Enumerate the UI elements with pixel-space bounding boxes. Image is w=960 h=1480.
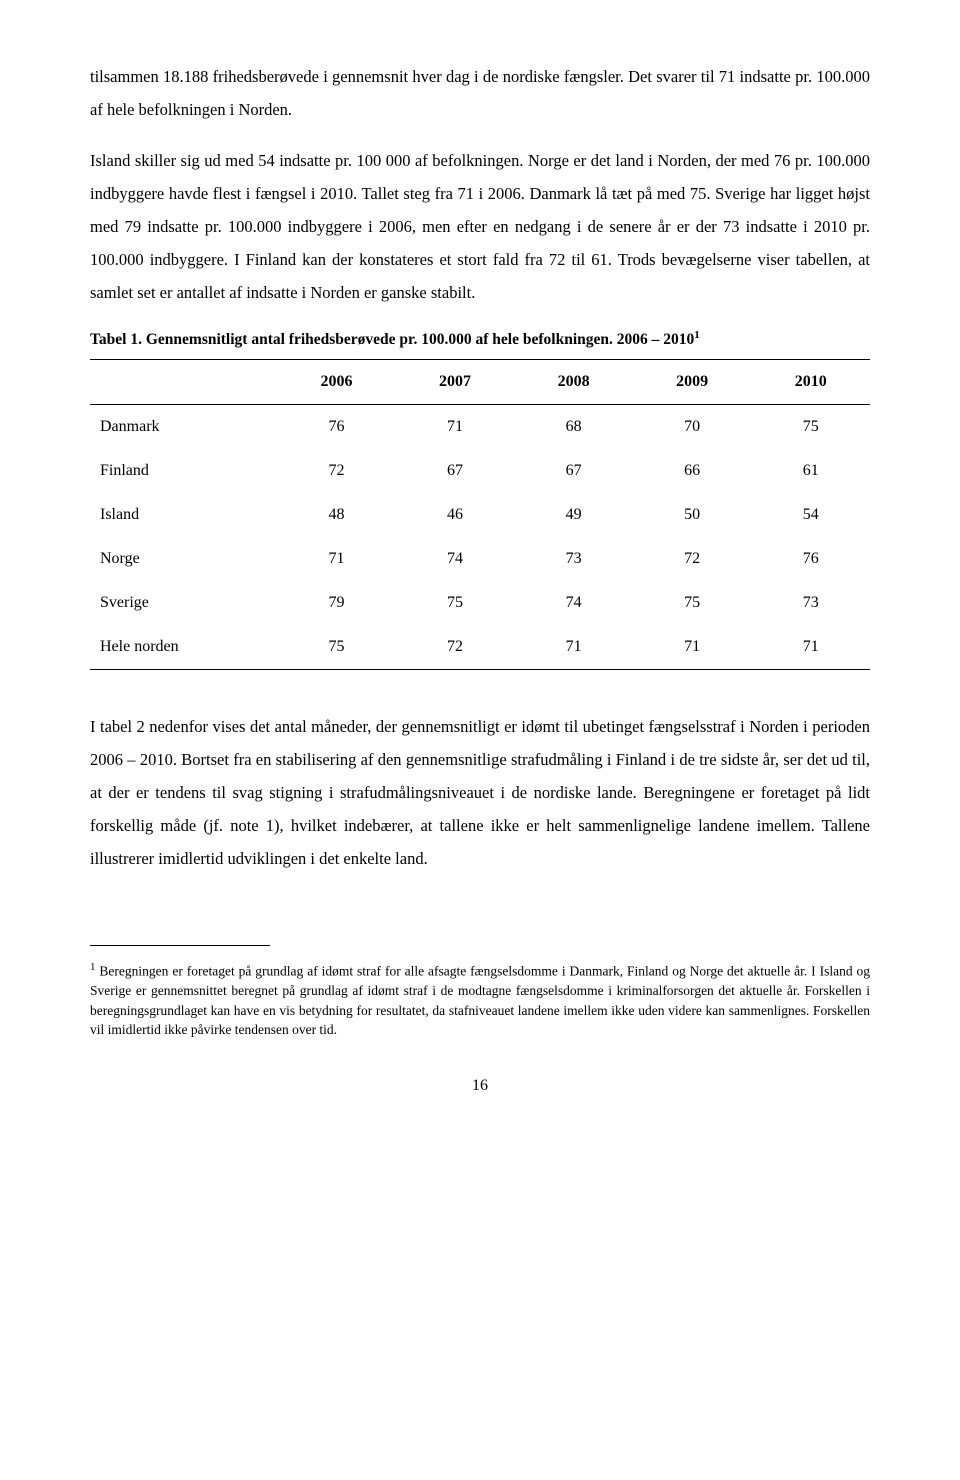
table-row: Hele norden7572717171 bbox=[90, 625, 870, 670]
footnote-text: 1 Beregningen er foretaget på grundlag a… bbox=[90, 960, 870, 1040]
table-cell: 71 bbox=[396, 405, 515, 450]
table-col-header: 2009 bbox=[633, 360, 752, 405]
footnote-body: Beregningen er foretaget på grundlag af … bbox=[90, 963, 870, 1037]
table-col-header: 2008 bbox=[514, 360, 633, 405]
table-cell: 50 bbox=[633, 493, 752, 537]
table-cell: 75 bbox=[751, 405, 870, 450]
data-table: 20062007200820092010 Danmark7671687075Fi… bbox=[90, 359, 870, 670]
page-number: 16 bbox=[90, 1070, 870, 1102]
paragraph-1: tilsammen 18.188 frihedsberøvede i genne… bbox=[90, 60, 870, 126]
table-cell: 72 bbox=[396, 625, 515, 670]
table-cell: 72 bbox=[633, 537, 752, 581]
table-cell: Danmark bbox=[90, 405, 277, 450]
table-header-row: 20062007200820092010 bbox=[90, 360, 870, 405]
table-cell: 67 bbox=[396, 449, 515, 493]
table-cell: 72 bbox=[277, 449, 396, 493]
table-row: Finland7267676661 bbox=[90, 449, 870, 493]
table-col-header: 2010 bbox=[751, 360, 870, 405]
paragraph-2: Island skiller sig ud med 54 indsatte pr… bbox=[90, 144, 870, 309]
table-cell: 68 bbox=[514, 405, 633, 450]
table-col-header: 2007 bbox=[396, 360, 515, 405]
table-row: Sverige7975747573 bbox=[90, 581, 870, 625]
table-col-header bbox=[90, 360, 277, 405]
table-cell: 74 bbox=[396, 537, 515, 581]
table-cell: 76 bbox=[751, 537, 870, 581]
table-cell: 79 bbox=[277, 581, 396, 625]
table-row: Norge7174737276 bbox=[90, 537, 870, 581]
table-cell: 71 bbox=[514, 625, 633, 670]
table-row: Island4846495054 bbox=[90, 493, 870, 537]
table-caption: Tabel 1. Gennemsnitligt antal frihedsber… bbox=[90, 327, 870, 351]
table-cell: Sverige bbox=[90, 581, 277, 625]
table-body: Danmark7671687075Finland7267676661Island… bbox=[90, 405, 870, 670]
table-cell: 74 bbox=[514, 581, 633, 625]
table-cell: 61 bbox=[751, 449, 870, 493]
table-cell: 70 bbox=[633, 405, 752, 450]
table-cell: 71 bbox=[751, 625, 870, 670]
table-cell: 73 bbox=[751, 581, 870, 625]
table-cell: 46 bbox=[396, 493, 515, 537]
table-cell: 48 bbox=[277, 493, 396, 537]
table-cell: 67 bbox=[514, 449, 633, 493]
table-cell: 73 bbox=[514, 537, 633, 581]
table-cell: 54 bbox=[751, 493, 870, 537]
table-cell: 49 bbox=[514, 493, 633, 537]
table-cell: Finland bbox=[90, 449, 277, 493]
table-cell: 75 bbox=[633, 581, 752, 625]
table-cell: 75 bbox=[396, 581, 515, 625]
footnote-separator bbox=[90, 945, 270, 946]
table-cell: 71 bbox=[277, 537, 396, 581]
paragraph-3: I tabel 2 nedenfor vises det antal måned… bbox=[90, 710, 870, 875]
table-cell: Hele norden bbox=[90, 625, 277, 670]
table-col-header: 2006 bbox=[277, 360, 396, 405]
table-cell: 66 bbox=[633, 449, 752, 493]
table-row: Danmark7671687075 bbox=[90, 405, 870, 450]
table-cell: 71 bbox=[633, 625, 752, 670]
table-caption-footnote-ref: 1 bbox=[694, 329, 700, 341]
table-cell: 75 bbox=[277, 625, 396, 670]
table-cell: Island bbox=[90, 493, 277, 537]
table-cell: 76 bbox=[277, 405, 396, 450]
table-caption-text: Tabel 1. Gennemsnitligt antal frihedsber… bbox=[90, 331, 694, 348]
table-cell: Norge bbox=[90, 537, 277, 581]
